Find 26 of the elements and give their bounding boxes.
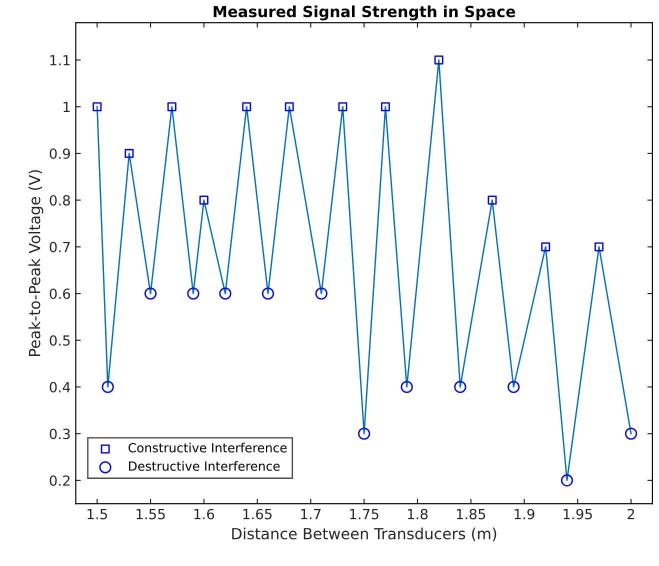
y-tick-label: 1: [64, 102, 70, 112]
y-tick-label: 0.3: [50, 428, 70, 440]
x-tick-label: 2: [628, 508, 634, 520]
x-tick-label: 1.85: [456, 508, 486, 520]
y-tick-label: 0.2: [50, 475, 70, 486]
x-tick-label: 1.9: [514, 508, 534, 520]
x-tick-label: 1.6: [194, 508, 214, 520]
x-tick-label: 1.55: [136, 509, 165, 520]
y-tick-label: 0.5: [50, 335, 70, 346]
x-tick-label: 1.95: [564, 508, 592, 520]
chart-title: Measured Signal Strength in Space: [214, 5, 516, 20]
x-tick-label: 1.8: [408, 508, 428, 520]
x-tick-label: 1.65: [243, 508, 272, 520]
y-tick-label: 0.6: [50, 288, 70, 300]
legend-label: Constructive Interference: [128, 442, 287, 452]
y-tick-label: 0.4: [50, 382, 70, 392]
legend-label: Destructive Interference: [129, 461, 280, 471]
y-axis-title: Peak-to-Peak Voltage (V): [28, 170, 44, 356]
y-tick-label: 0.9: [50, 148, 70, 159]
x-tick-label: 1.75: [350, 509, 378, 520]
y-tick-label: 1.1: [50, 55, 70, 66]
y-tick-label: 0.7: [50, 242, 70, 252]
x-tick-label: 1.7: [301, 509, 321, 520]
x-tick-label: 1.5: [88, 509, 107, 520]
x-axis-title: Distance Between Transducers (m): [232, 528, 496, 542]
y-tick-label: 0.8: [50, 195, 70, 206]
